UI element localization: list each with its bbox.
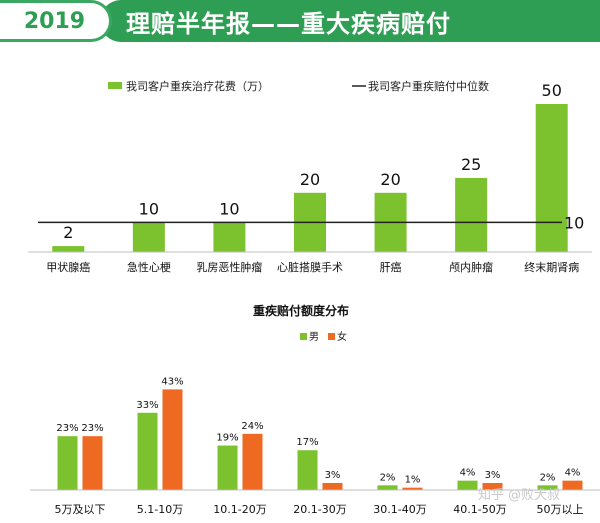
cost-data-label: 50	[542, 81, 562, 100]
header-banner: 理赔半年报——重大疾病赔付 2019	[0, 0, 600, 52]
percent-label: 33%	[136, 400, 158, 411]
percent-label: 2%	[380, 472, 396, 483]
year-badge: 2019	[0, 0, 112, 42]
category-label: 甲状腺癌	[46, 260, 90, 274]
page-title: 理赔半年报——重大疾病赔付	[100, 0, 600, 42]
category-label: 心脏搭膜手术	[277, 260, 343, 274]
legend-swatch-cost	[108, 82, 122, 89]
female-bar	[82, 436, 103, 490]
percent-label: 4%	[460, 468, 476, 479]
watermark: 知乎 @败犬叔	[478, 488, 561, 503]
percent-label: 43%	[161, 376, 183, 387]
percent-label: 17%	[296, 437, 318, 448]
legend-label: 女	[337, 330, 347, 343]
category-label: 20.1-30万	[293, 503, 346, 516]
male-bar	[297, 450, 318, 490]
percent-label: 19%	[216, 433, 238, 444]
cost-data-label: 20	[380, 170, 400, 189]
category-label: 乳房恶性肿瘤	[196, 260, 262, 274]
female-bar	[562, 480, 583, 490]
legend-label-cost: 我司客户重疾治疗花费（万）	[126, 79, 269, 93]
female-bar	[482, 482, 503, 490]
male-bar	[457, 480, 478, 490]
male-bar	[57, 436, 78, 490]
percent-label: 24%	[241, 421, 263, 432]
legend-swatch	[300, 333, 307, 340]
category-label: 30.1-40万	[373, 503, 426, 516]
female-bar	[162, 389, 183, 490]
cost-bar	[455, 178, 488, 252]
percent-label: 3%	[485, 470, 501, 481]
female-bar	[322, 482, 343, 490]
treatment-cost-chart: 我司客户重疾治疗花费（万） 我司客户重疾赔付中位数 2 甲状腺癌 10 急性心梗 10 乳房恶…	[28, 79, 592, 274]
cost-data-label: 25	[461, 155, 481, 174]
category-label: 终末期肾病	[524, 260, 579, 274]
female-bar	[242, 433, 263, 490]
category-label: 颅内肿瘤	[449, 260, 493, 274]
category-label: 急性心梗	[127, 260, 171, 274]
category-label: 5.1-10万	[137, 503, 183, 516]
percent-label: 1%	[405, 475, 421, 486]
legend-swatch	[328, 333, 335, 340]
legend-label: 男	[309, 331, 319, 343]
cost-bar	[213, 222, 246, 252]
category-label: 10.1-20万	[213, 503, 266, 516]
chart-title: 重疾赔付额度分布	[253, 303, 349, 318]
cost-bar	[52, 246, 85, 252]
percent-label: 23%	[81, 423, 103, 434]
percent-label: 4%	[565, 468, 581, 479]
category-label: 40.1-50万	[453, 503, 506, 516]
cost-data-label: 20	[300, 170, 320, 189]
legend-label-median: 我司客户重疾赔付中位数	[368, 79, 489, 93]
percent-label: 2%	[540, 472, 556, 483]
cost-data-label: 2	[63, 223, 73, 242]
male-bar	[537, 485, 558, 490]
percent-label: 23%	[56, 423, 78, 434]
cost-bar	[132, 222, 165, 252]
category-label: 50万以上	[537, 503, 584, 516]
cost-data-label: 10	[219, 199, 239, 218]
cost-data-label: 10	[139, 199, 159, 218]
percent-label: 3%	[325, 470, 341, 481]
male-bar	[217, 445, 238, 490]
cost-bar	[535, 104, 568, 252]
median-value-label: 10	[564, 213, 584, 232]
male-bar	[377, 485, 398, 490]
female-bar	[402, 487, 423, 490]
male-bar	[137, 412, 158, 490]
category-label: 肝癌	[380, 260, 402, 274]
category-label: 5万及以下	[55, 503, 106, 516]
